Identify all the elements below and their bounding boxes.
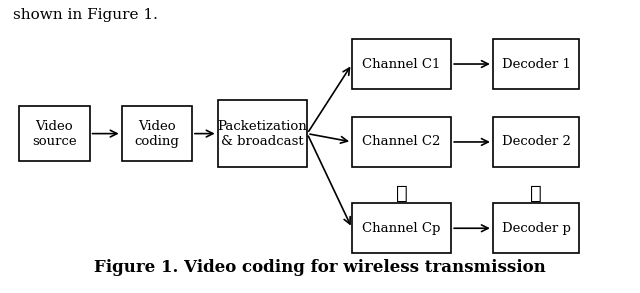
Text: shown in Figure 1.: shown in Figure 1. (13, 8, 157, 22)
Text: Figure 1. Video coding for wireless transmission: Figure 1. Video coding for wireless tran… (94, 258, 546, 275)
Bar (493, 117, 579, 167)
Bar (352, 117, 451, 167)
Text: ⋮: ⋮ (396, 185, 408, 202)
Text: Video
source: Video source (32, 120, 77, 148)
Bar (352, 203, 451, 253)
Text: Packetization
& broadcast: Packetization & broadcast (218, 120, 307, 148)
Text: Channel Cp: Channel Cp (362, 222, 441, 235)
Bar (19, 106, 90, 161)
Text: Video
coding: Video coding (134, 120, 179, 148)
Text: ⋮: ⋮ (531, 185, 542, 202)
Text: Decoder 2: Decoder 2 (502, 135, 570, 149)
Bar (493, 203, 579, 253)
Text: Decoder p: Decoder p (502, 222, 570, 235)
Bar (122, 106, 192, 161)
Bar (352, 39, 451, 89)
Text: Channel C2: Channel C2 (362, 135, 441, 149)
Bar (218, 100, 307, 167)
Bar (493, 39, 579, 89)
Text: Decoder 1: Decoder 1 (502, 57, 570, 71)
Text: Channel C1: Channel C1 (362, 57, 441, 71)
